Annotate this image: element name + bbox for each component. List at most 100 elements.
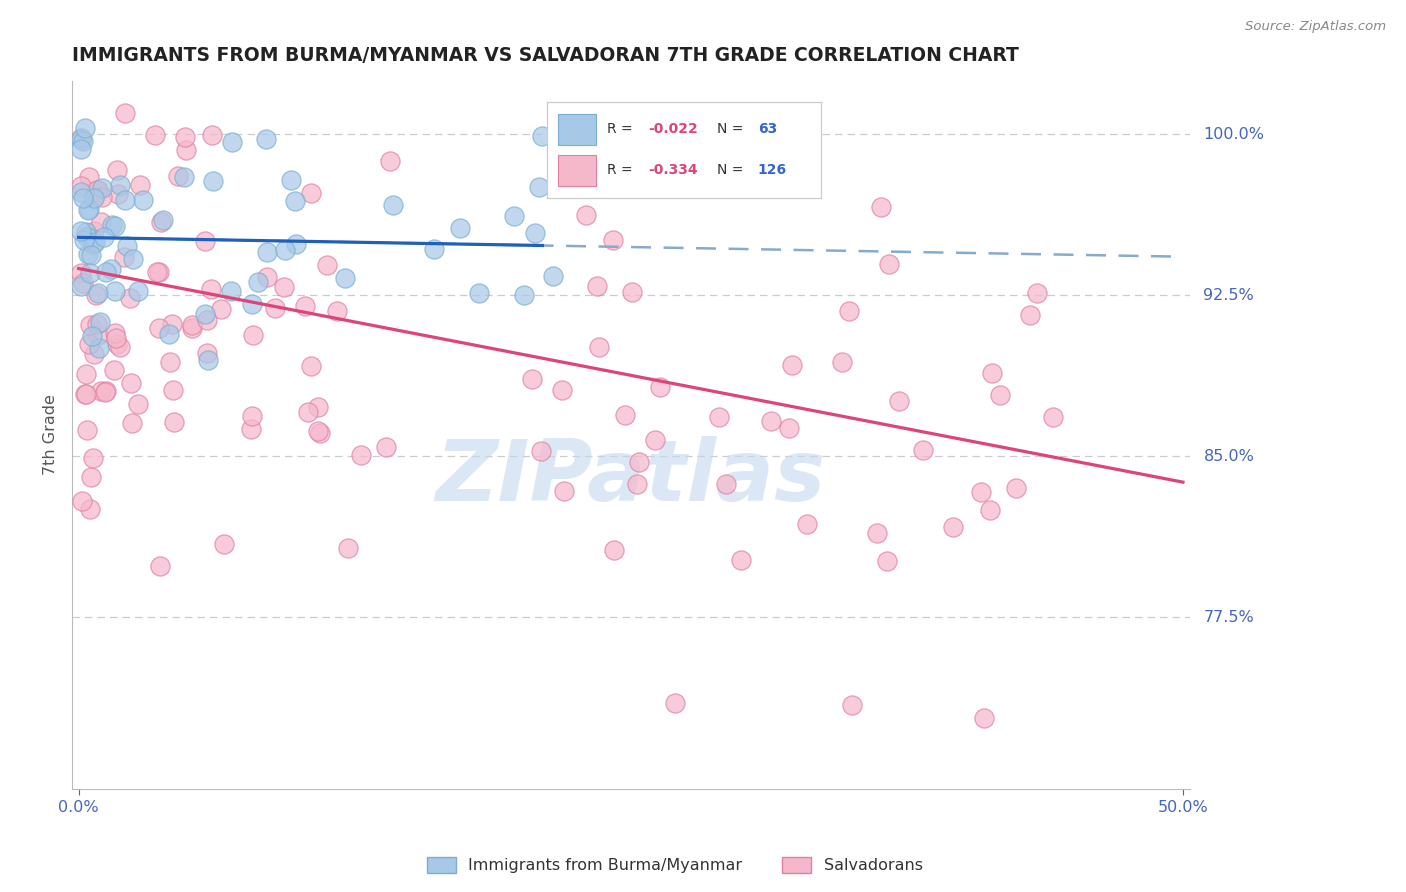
Point (876, 554, 898, 568)
Point (73, 233, 96, 247)
Point (82, 236, 104, 251)
Point (86, 318, 108, 332)
Point (79, 266, 101, 280)
Point (879, 256, 901, 270)
Point (709, 409, 731, 424)
Point (195, 346, 218, 360)
Point (240, 409, 263, 423)
Point (77, 246, 100, 260)
Point (105, 162, 128, 177)
Point (82, 328, 104, 343)
Point (973, 711, 995, 725)
Point (197, 353, 219, 368)
Point (148, 320, 170, 334)
Point (162, 384, 184, 398)
Point (163, 415, 186, 429)
Point (626, 477, 648, 491)
Point (195, 313, 218, 327)
Point (160, 317, 183, 331)
Point (449, 221, 471, 235)
Point (627, 454, 650, 468)
Point (83, 347, 105, 361)
Point (202, 174, 225, 188)
Point (981, 366, 1004, 380)
Point (145, 265, 167, 279)
Point (103, 362, 125, 376)
Point (69, 224, 91, 238)
Point (181, 318, 204, 332)
Point (173, 169, 195, 184)
Point (256, 270, 278, 285)
Point (104, 331, 127, 345)
Point (77, 202, 100, 216)
Point (831, 355, 853, 369)
Point (112, 250, 135, 264)
Point (127, 397, 149, 411)
Point (157, 326, 180, 341)
Point (838, 304, 860, 318)
Point (75, 387, 97, 401)
Text: Source: ZipAtlas.com: Source: ZipAtlas.com (1246, 20, 1386, 33)
Point (284, 194, 307, 208)
Point (76, 230, 98, 244)
Point (221, 135, 243, 149)
Point (127, 285, 149, 299)
Point (69, 178, 91, 193)
Point (603, 543, 626, 558)
Point (644, 434, 666, 448)
Point (780, 359, 803, 373)
Point (128, 178, 150, 193)
Point (149, 559, 172, 574)
Point (468, 285, 491, 300)
Point (90, 384, 112, 398)
Point (759, 414, 782, 428)
Point (979, 503, 1001, 517)
Point (83, 191, 105, 205)
Point (551, 384, 574, 398)
Point (80, 470, 103, 484)
Point (94, 385, 117, 400)
Point (194, 307, 217, 321)
Point (181, 321, 204, 335)
Point (77, 170, 100, 185)
Point (422, 242, 444, 256)
Point (159, 355, 181, 369)
Point (242, 327, 264, 342)
Point (778, 421, 800, 435)
Text: 77.5%: 77.5% (1204, 610, 1254, 625)
Point (969, 485, 991, 500)
Point (254, 131, 277, 145)
Point (93, 230, 115, 244)
Point (988, 388, 1011, 402)
Point (285, 237, 308, 252)
Point (148, 265, 170, 279)
Point (256, 245, 278, 260)
Point (107, 187, 129, 202)
Legend: Immigrants from Burma/Myanmar, Salvadorans: Immigrants from Burma/Myanmar, Salvadora… (420, 850, 929, 880)
Point (149, 215, 172, 229)
Point (83, 235, 105, 249)
Point (114, 106, 136, 120)
Point (76, 203, 98, 218)
Point (870, 200, 893, 214)
Point (308, 425, 330, 440)
Point (588, 340, 610, 354)
Point (194, 234, 217, 248)
Point (89, 315, 111, 329)
Point (121, 252, 143, 266)
Point (72, 277, 94, 291)
Point (602, 233, 624, 247)
Point (84, 288, 107, 302)
Point (716, 477, 738, 491)
Point (841, 698, 863, 713)
Point (543, 269, 565, 284)
Point (104, 219, 127, 233)
Point (648, 380, 671, 394)
Point (89, 341, 111, 355)
Point (79, 318, 101, 332)
Point (219, 285, 242, 299)
Point (240, 296, 263, 310)
Point (513, 287, 536, 301)
Point (730, 553, 752, 567)
Point (69, 131, 91, 145)
